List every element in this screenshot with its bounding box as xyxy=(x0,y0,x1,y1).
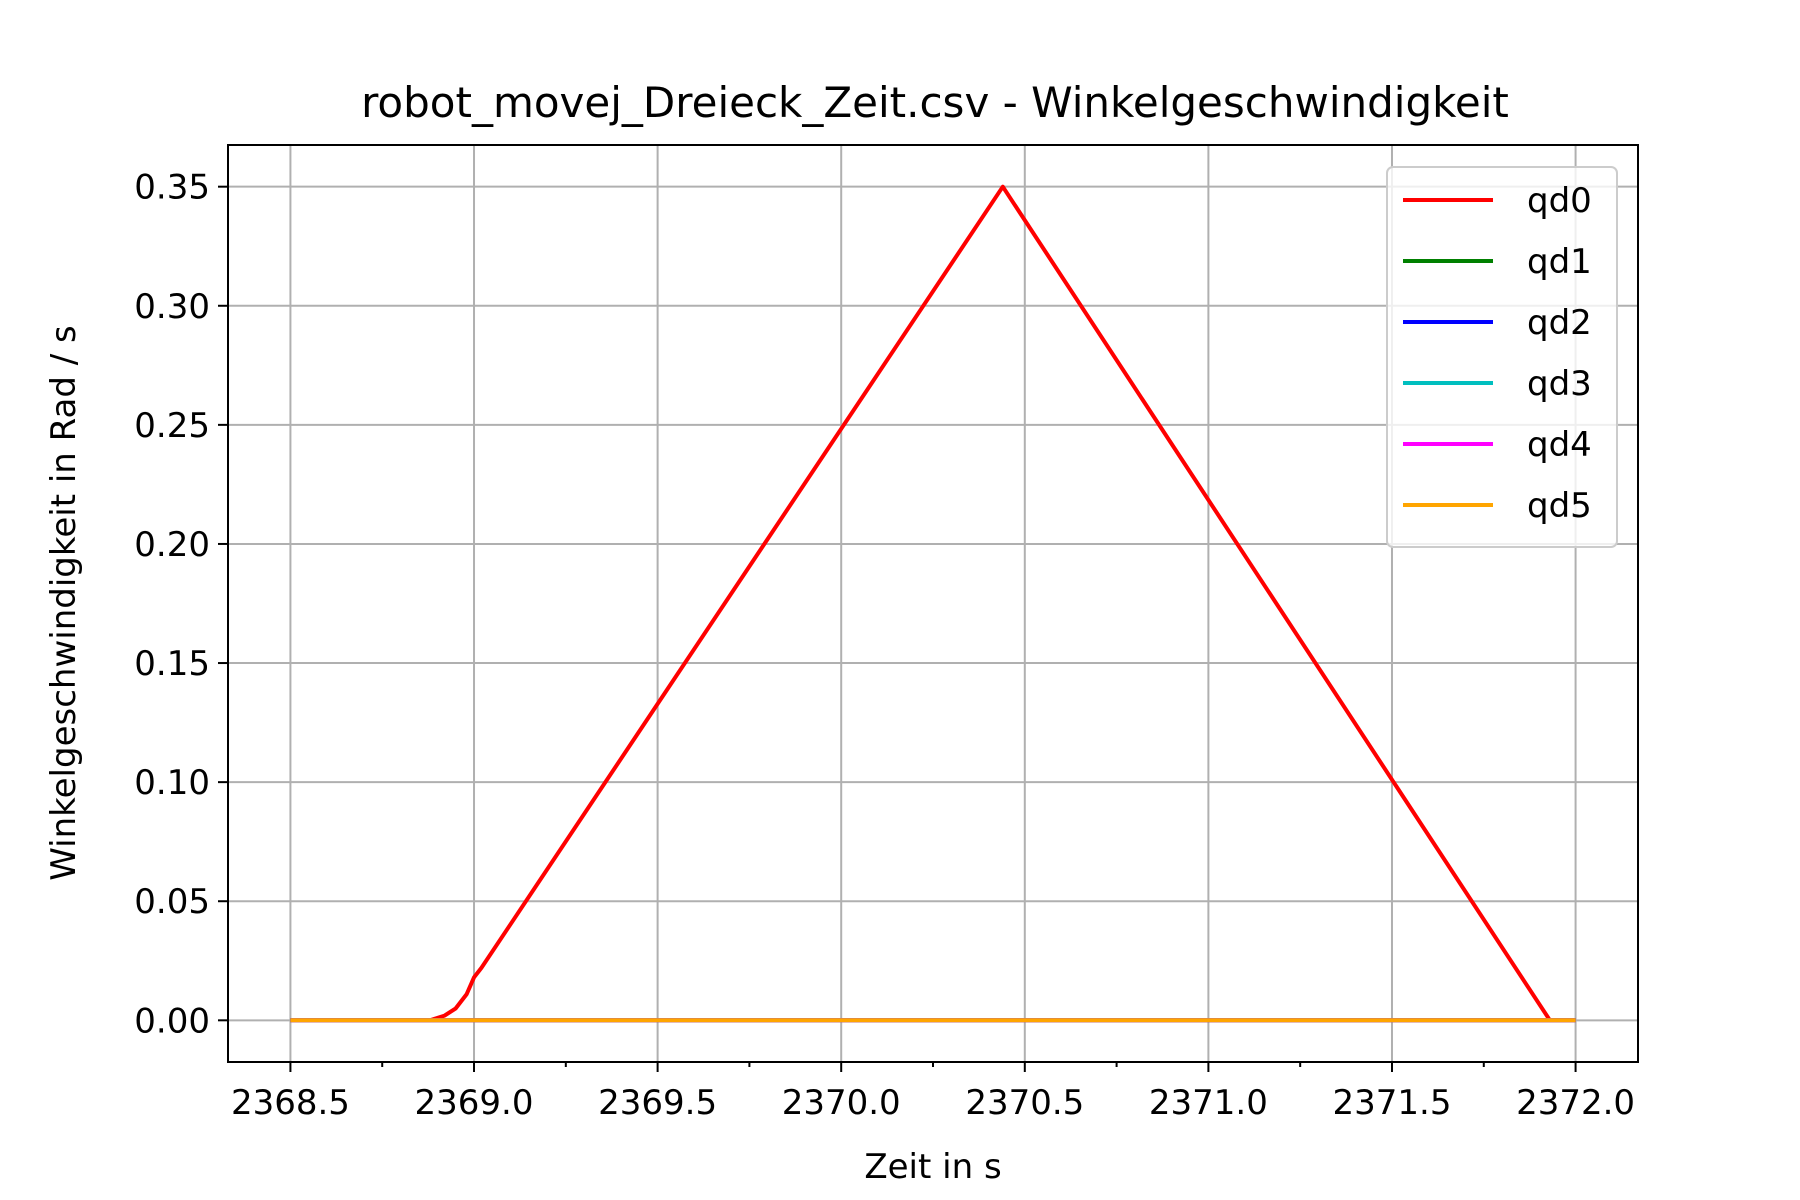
x-tick-label: 2371.0 xyxy=(1149,1083,1268,1123)
y-axis-label: Winkelgeschwindigkeit in Rad / s xyxy=(44,325,84,880)
y-tick-label: 0.00 xyxy=(134,1001,210,1041)
x-tick-label: 2372.0 xyxy=(1516,1083,1635,1123)
legend-label-qd2: qd2 xyxy=(1527,303,1592,343)
legend-label-qd5: qd5 xyxy=(1527,486,1592,526)
x-axis-label: Zeit in s xyxy=(864,1147,1001,1187)
legend: qd0 qd1 qd2 qd3 qd4 qd5 xyxy=(1386,166,1618,548)
x-tick-label: 2370.0 xyxy=(782,1083,901,1123)
x-tick-label: 2370.5 xyxy=(965,1083,1084,1123)
y-tick-label: 0.25 xyxy=(134,406,210,446)
x-tick-label: 2371.5 xyxy=(1333,1083,1452,1123)
y-tick-label: 0.35 xyxy=(134,168,210,208)
y-tick-label: 0.10 xyxy=(134,763,210,803)
y-tick-label: 0.15 xyxy=(134,644,210,684)
legend-label-qd3: qd3 xyxy=(1527,364,1592,404)
y-tick-label: 0.30 xyxy=(134,287,210,327)
legend-label-qd0: qd0 xyxy=(1527,181,1592,221)
y-tick-label: 0.20 xyxy=(134,525,210,565)
x-tick-label: 2368.5 xyxy=(231,1083,350,1123)
x-axis-ticks: 2368.5 2369.0 2369.5 2370.0 2370.5 2371.0 2371… xyxy=(231,1062,1635,1123)
series-lines xyxy=(290,184,1576,1023)
legend-label-qd1: qd1 xyxy=(1527,242,1592,282)
y-tick-label: 0.05 xyxy=(134,882,210,922)
x-tick-label: 2369.5 xyxy=(598,1083,717,1123)
series-line-qd0 xyxy=(290,184,1576,1023)
y-axis-ticks: 0.00 0.05 0.10 0.15 0.20 0.25 0.30 0.35 xyxy=(134,168,228,1041)
x-tick-label: 2369.0 xyxy=(415,1083,534,1123)
legend-label-qd4: qd4 xyxy=(1527,425,1592,465)
chart-title: robot_movej_Dreieck_Zeit.csv - Winkelges… xyxy=(361,78,1509,127)
